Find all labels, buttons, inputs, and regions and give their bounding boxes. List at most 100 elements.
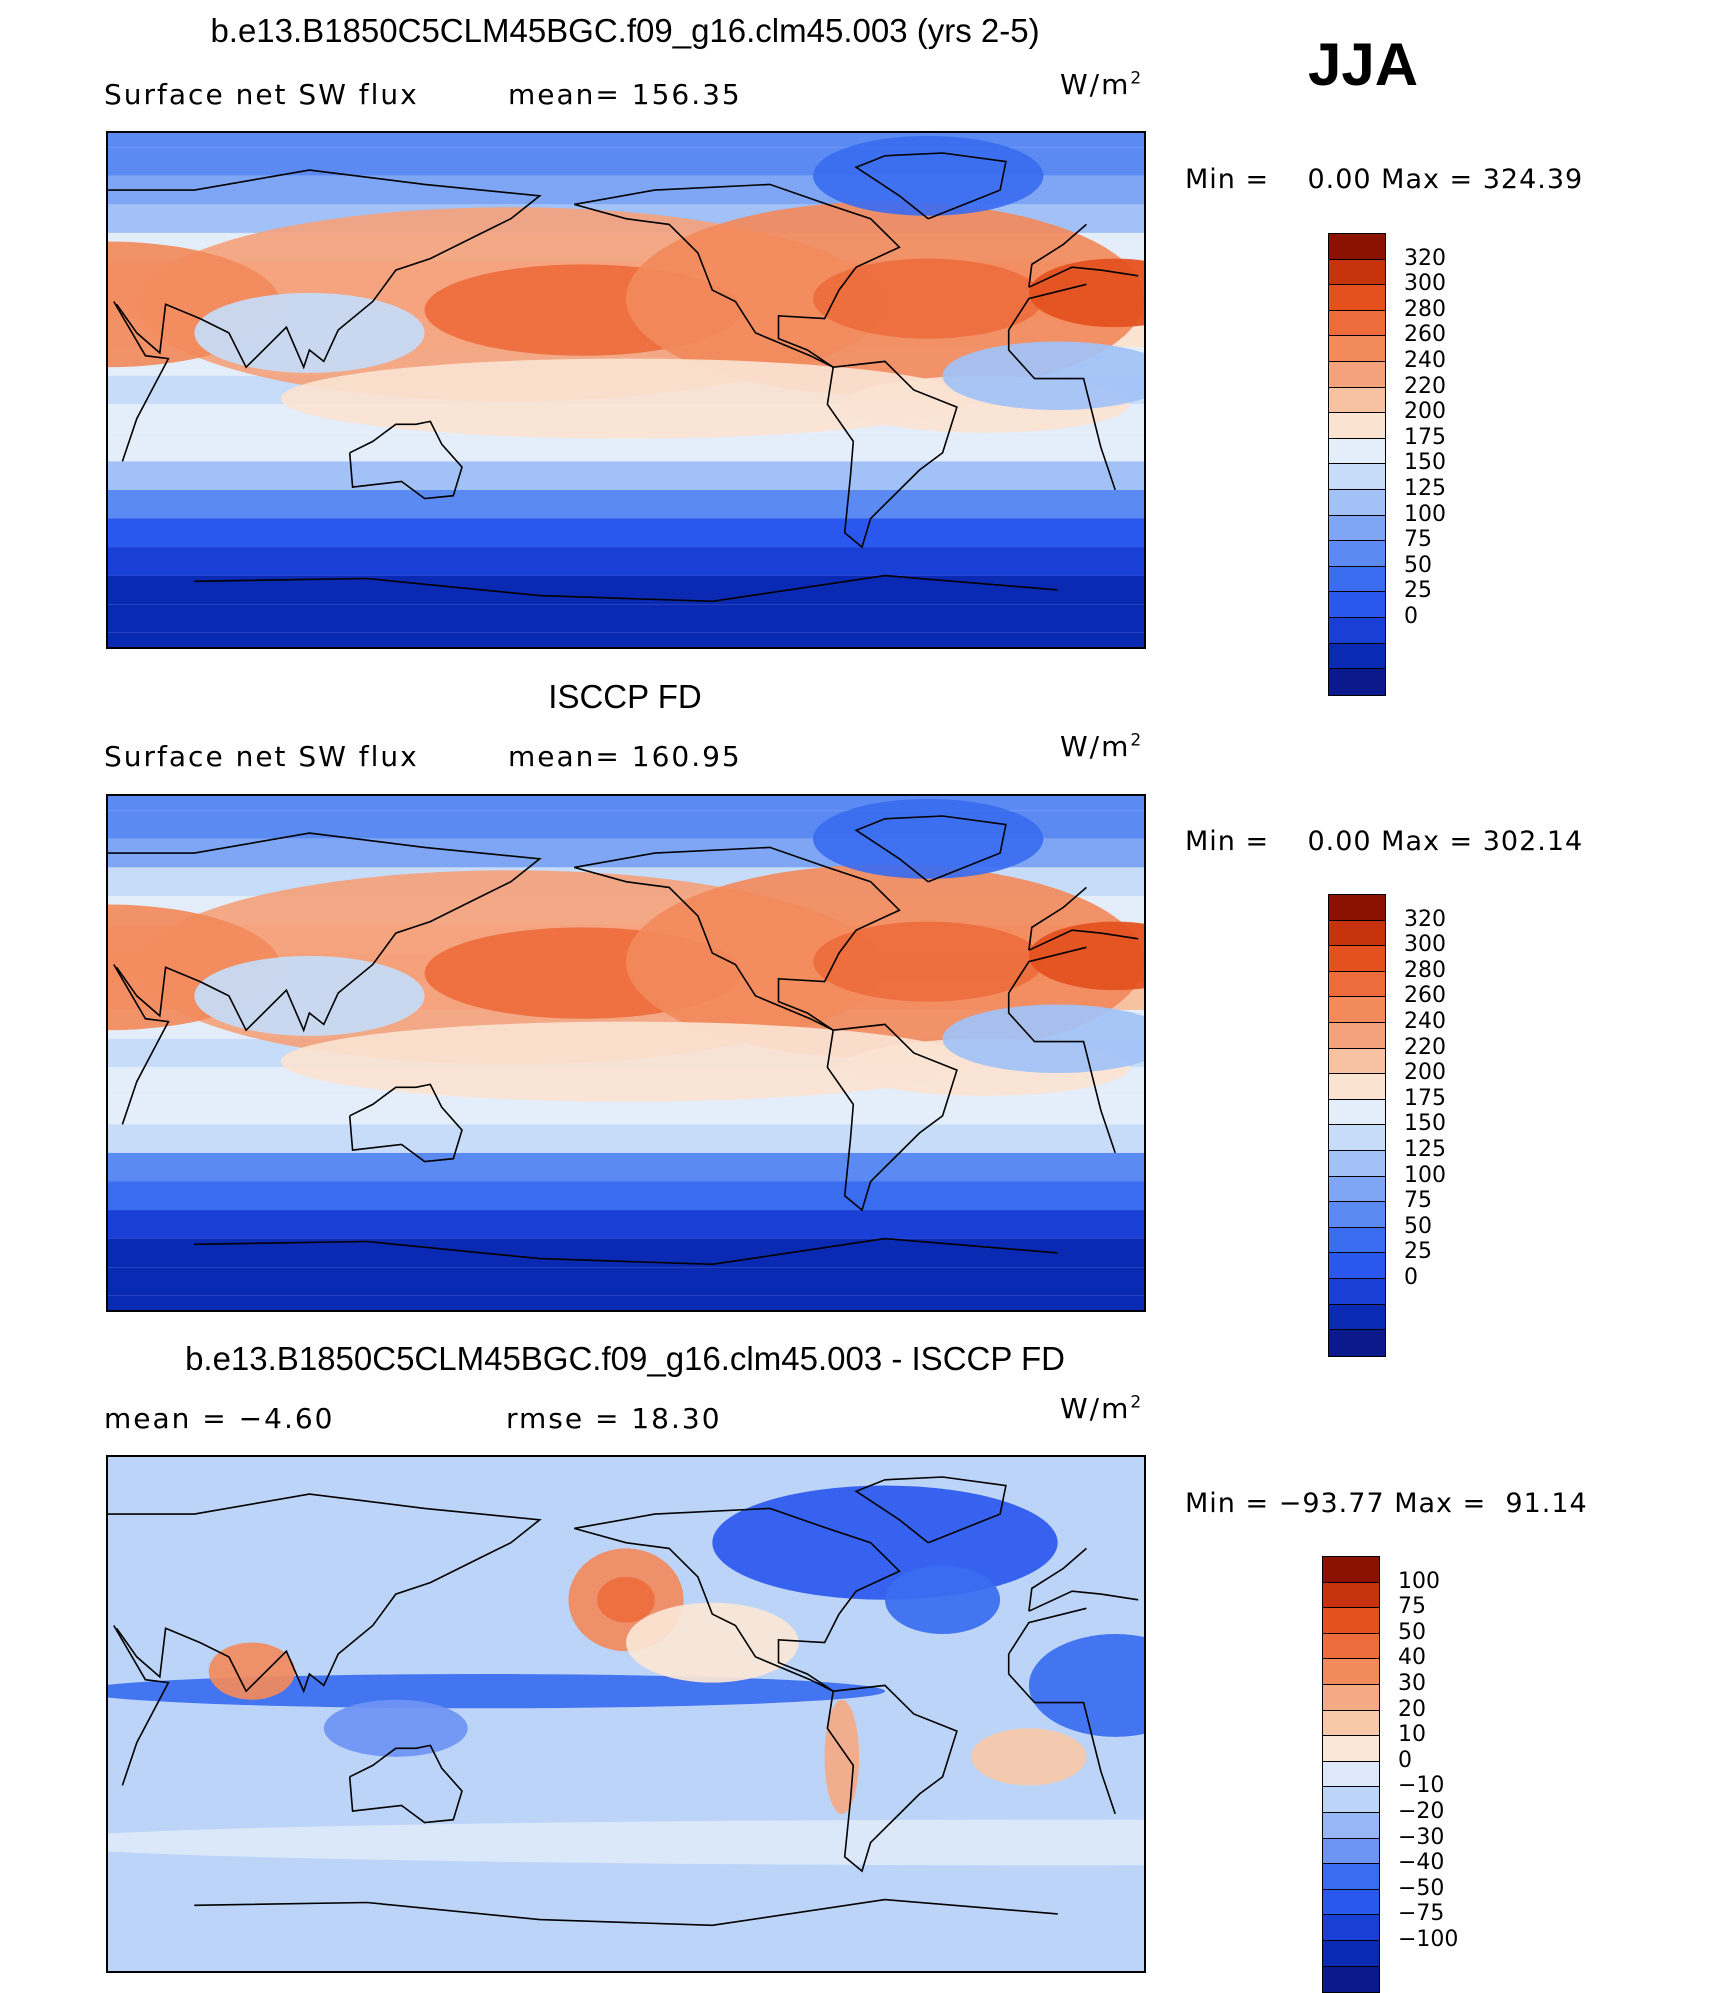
colorbar-tick-label: 320 bbox=[1404, 245, 1446, 271]
colorbar-swatch bbox=[1329, 387, 1385, 414]
contour-region bbox=[280, 358, 972, 439]
contour-region bbox=[1028, 921, 1144, 991]
colorbar-tick-label: 30 bbox=[1398, 1671, 1426, 1696]
colorbar-swatch bbox=[1329, 1253, 1385, 1279]
contour-region bbox=[885, 1565, 1001, 1635]
coastline bbox=[108, 169, 1139, 370]
colorbar-tick-label: 150 bbox=[1404, 1111, 1446, 1137]
colorbar-tick-label: 0 bbox=[1404, 1265, 1418, 1290]
colorbar-tick-label: 125 bbox=[1404, 476, 1446, 501]
colorbar-swatch bbox=[1329, 1074, 1385, 1100]
colorbar-swatch bbox=[1329, 489, 1385, 516]
contour-region bbox=[824, 1699, 860, 1814]
zonal-band bbox=[108, 461, 1144, 490]
colorbar-tick-label: 280 bbox=[1404, 957, 1446, 983]
coastline bbox=[348, 1083, 463, 1163]
colorbar-tick-label: 260 bbox=[1404, 322, 1446, 348]
colorbar-tick-label: 260 bbox=[1404, 983, 1446, 1009]
zonal-band bbox=[108, 1124, 1144, 1153]
map-plot bbox=[108, 133, 1144, 647]
panel-diff: b.e13.B1850C5CLM45BGC.f09_g16.clm45.003 … bbox=[0, 1320, 1710, 1993]
colorbar-swatch bbox=[1329, 336, 1385, 362]
colorbar-tick-label: 75 bbox=[1398, 1594, 1426, 1620]
colorbar-swatch bbox=[1329, 515, 1385, 542]
colorbar-tick-label: 240 bbox=[1404, 348, 1446, 373]
zonal-band bbox=[108, 1152, 1144, 1182]
colorbar-swatch bbox=[1323, 1838, 1379, 1865]
contour-region bbox=[108, 1819, 1144, 1866]
colorbar-tick-label: 220 bbox=[1404, 373, 1446, 399]
variable-label: Surface net SW flux bbox=[104, 740, 419, 773]
colorbar-swatch bbox=[1329, 464, 1385, 490]
colorbar-tick-label: 240 bbox=[1404, 1009, 1446, 1034]
colorbar-tick-label: 50 bbox=[1404, 1213, 1432, 1239]
contour-region bbox=[194, 955, 425, 1036]
colorbar-swatch bbox=[1323, 1940, 1379, 1967]
colorbar-swatch bbox=[1329, 310, 1385, 337]
colorbar-tick-label: −75 bbox=[1398, 1901, 1445, 1927]
zonal-band bbox=[108, 518, 1144, 548]
colorbar-swatch bbox=[1329, 1202, 1385, 1228]
colorbar-swatch bbox=[1329, 997, 1385, 1023]
colorbar-swatch bbox=[1329, 234, 1385, 260]
variable-label: Surface net SW flux bbox=[104, 78, 419, 111]
mean-label: mean= 160.95 bbox=[508, 740, 742, 773]
colorbar-swatches bbox=[1328, 894, 1386, 1357]
colorbar-swatch bbox=[1329, 920, 1385, 947]
panel-model: b.e13.B1850C5CLM45BGC.f09_g16.clm45.003 … bbox=[0, 0, 1710, 696]
colorbar-tick-label: −40 bbox=[1398, 1850, 1445, 1876]
coastline bbox=[113, 946, 1116, 1154]
colorbar-swatch bbox=[1329, 413, 1385, 439]
colorbar-tick-label: 200 bbox=[1404, 399, 1446, 425]
colorbar-swatch bbox=[1323, 1659, 1379, 1685]
zonal-band bbox=[108, 1210, 1144, 1239]
coastline bbox=[108, 832, 1139, 1033]
contour-region bbox=[208, 1642, 296, 1700]
colorbar-swatch bbox=[1329, 1099, 1385, 1126]
unit-label: W/m2 bbox=[1060, 730, 1144, 763]
colorbar-swatch bbox=[1323, 1710, 1379, 1737]
colorbar-swatch bbox=[1329, 541, 1385, 567]
colorbar-swatch bbox=[1329, 438, 1385, 465]
colorbar-swatch bbox=[1329, 1125, 1385, 1151]
coastline bbox=[194, 574, 1058, 603]
coastline bbox=[573, 1507, 901, 1692]
contour-region bbox=[971, 1728, 1087, 1786]
colorbar-tick-label: 100 bbox=[1398, 1568, 1440, 1594]
colorbar-swatch bbox=[1329, 946, 1385, 972]
colorbar-tick-label: 220 bbox=[1404, 1034, 1446, 1060]
contour-region bbox=[626, 1602, 799, 1683]
contour-region bbox=[942, 341, 1144, 410]
colorbar-swatch bbox=[1329, 1176, 1385, 1203]
contour-region bbox=[108, 1674, 885, 1709]
colorbar-swatch bbox=[1323, 1812, 1379, 1839]
contour-region bbox=[280, 1021, 972, 1102]
colorbar-tick-label: 320 bbox=[1404, 906, 1446, 932]
colorbar-swatch bbox=[1323, 1736, 1379, 1762]
coastline bbox=[573, 183, 901, 368]
colorbar-tick-label: 175 bbox=[1404, 1085, 1446, 1111]
colorbar-tick-label: 150 bbox=[1404, 450, 1446, 476]
zonal-band bbox=[108, 547, 1144, 576]
colorbar-tick-label: 0 bbox=[1404, 604, 1418, 629]
contour-region bbox=[942, 1004, 1144, 1073]
coastline bbox=[854, 152, 1007, 220]
min-max-label: Min = −93.77 Max = 91.14 bbox=[1185, 1488, 1588, 1519]
unit-label: W/m2 bbox=[1060, 68, 1144, 101]
colorbar-swatch bbox=[1329, 592, 1385, 618]
colorbar-tick-label: 25 bbox=[1404, 1239, 1432, 1265]
colorbar-swatch bbox=[1329, 566, 1385, 593]
colorbar-swatch bbox=[1329, 1022, 1385, 1049]
colorbar-swatch bbox=[1329, 1278, 1385, 1305]
colorbar-swatch bbox=[1329, 1330, 1385, 1356]
colorbar-tick-label: 20 bbox=[1398, 1696, 1426, 1722]
contour-region bbox=[597, 1576, 655, 1623]
colorbar-swatch bbox=[1329, 669, 1385, 695]
coastline bbox=[826, 360, 958, 549]
contour-region bbox=[1028, 258, 1144, 328]
colorbar-swatch bbox=[1323, 1557, 1379, 1583]
coastline bbox=[113, 283, 1116, 491]
colorbar-tick-label: −20 bbox=[1398, 1799, 1445, 1824]
coastline bbox=[573, 846, 901, 1031]
colorbar-swatch bbox=[1323, 1684, 1379, 1711]
